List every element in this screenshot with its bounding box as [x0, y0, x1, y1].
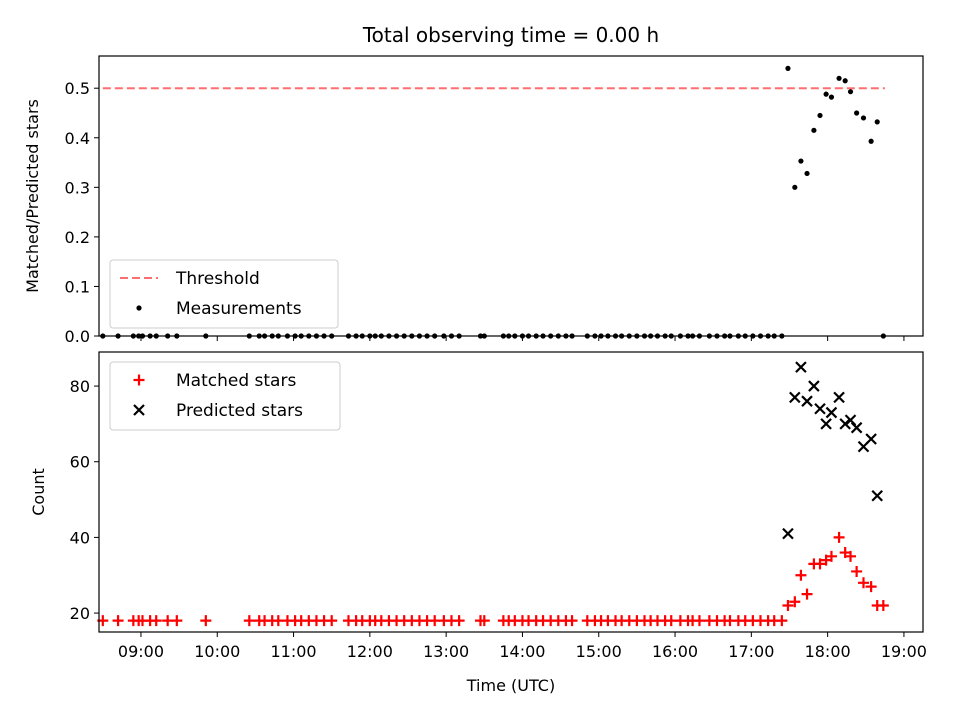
legend-swatch: [136, 305, 142, 311]
top-y-tick-label: 0.5: [65, 79, 90, 98]
top-y-axis-label: Matched/Predicted stars: [23, 99, 42, 293]
bottom-y-tick-label: 80: [70, 377, 90, 396]
bottom-data-point: [782, 600, 794, 612]
bottom-data-point: [833, 531, 845, 543]
x-tick-label: 11:00: [271, 642, 317, 661]
top-data-point: [811, 127, 817, 133]
bottom-y-tick-label: 40: [70, 528, 90, 547]
top-y-tick-label: 0.3: [65, 178, 90, 197]
legend-box: [109, 259, 339, 329]
x-tick-label: 17:00: [728, 642, 774, 661]
x-tick-label: 19:00: [881, 642, 927, 661]
top-legend: Threshold Measurements: [109, 259, 339, 329]
top-y-tick-label: 0.0: [65, 327, 90, 346]
x-tick-label: 10:00: [194, 642, 240, 661]
bottom-data-point: [871, 490, 883, 502]
bottom-data-point: [150, 615, 162, 627]
bottom-y-tick-label: 20: [70, 604, 90, 623]
series-matched-stars: [97, 531, 889, 627]
top-panel: 0.0 0.1 0.2 0.3 0.4 0.5 Matched/Predicted star…: [23, 55, 924, 346]
bottom-data-point: [795, 569, 807, 581]
x-tick-label: 14:00: [499, 642, 545, 661]
legend-swatch: [133, 374, 145, 386]
x-tick-label: 15:00: [576, 642, 622, 661]
x-tick-label: 18:00: [805, 642, 851, 661]
bottom-data-point: [112, 615, 124, 627]
top-data-point: [860, 115, 867, 121]
top-data-point: [874, 119, 880, 125]
legend-entry: Threshold: [175, 269, 260, 289]
bottom-data-point: [833, 391, 845, 404]
top-data-point: [817, 112, 823, 119]
bottom-data-point: [850, 421, 863, 434]
bottom-data-point: [814, 402, 826, 415]
bottom-data-point: [789, 391, 801, 404]
legend-box: [109, 361, 341, 431]
bottom-data-point: [200, 615, 212, 627]
bottom-axes-frame: [98, 351, 924, 633]
bottom-panel: 20 40 60 80 09:00 10:00 11:00 12:00 13:00 14:00 15…: [29, 351, 927, 661]
top-data-point: [792, 184, 798, 190]
bottom-data-point: [839, 418, 851, 430]
bottom-data-point: [845, 550, 857, 562]
top-data-point: [798, 158, 804, 164]
top-chart-title: Total observing time = 0.00 h: [362, 23, 659, 47]
bottom-y-tick-label: 60: [70, 453, 90, 472]
legend-entry: Predicted stars: [176, 401, 303, 421]
top-data-point: [785, 65, 791, 71]
top-data-point: [854, 110, 860, 116]
top-data-point: [804, 170, 810, 177]
bottom-data-point: [171, 615, 183, 627]
x-tick-label: 09:00: [118, 642, 164, 661]
bottom-data-point: [825, 406, 838, 419]
top-data-point: [868, 138, 874, 144]
bottom-data-point: [566, 615, 578, 627]
bottom-data-point: [857, 577, 869, 589]
top-data-point: [836, 75, 842, 81]
bottom-y-axis-label: Count: [29, 468, 48, 516]
bottom-data-point: [326, 615, 338, 627]
top-y-tick-label: 0.1: [65, 277, 90, 296]
bottom-data-point: [877, 600, 889, 612]
x-tick-label: 13:00: [423, 642, 469, 661]
series-predicted-stars: [782, 361, 883, 540]
bottom-data-point: [789, 596, 801, 608]
bottom-data-point: [814, 558, 826, 570]
bottom-legend: Matched stars Predicted stars: [109, 361, 341, 431]
bottom-data-point: [693, 615, 705, 627]
legend-entry: Matched stars: [176, 371, 296, 391]
top-y-tick-label: 0.4: [65, 129, 90, 148]
bottom-data-point: [865, 581, 877, 593]
bottom-data-point: [453, 615, 465, 627]
bottom-data-point: [795, 361, 807, 373]
bottom-data-point: [243, 615, 255, 627]
top-y-tick-label: 0.2: [65, 228, 90, 247]
legend-swatch: [133, 404, 145, 416]
legend-entry: Measurements: [176, 299, 302, 319]
x-axis-label: Time (UTC): [466, 676, 555, 695]
top-data-point: [828, 94, 835, 100]
bottom-data-point: [825, 550, 837, 562]
top-axes-frame: [98, 55, 924, 337]
top-data-point: [842, 78, 848, 84]
x-tick-label: 12:00: [347, 642, 393, 661]
bottom-data-point: [851, 565, 863, 577]
bottom-data-point: [820, 418, 832, 430]
top-data-point: [823, 91, 829, 97]
bottom-data-point: [782, 527, 794, 540]
top-data-point: [847, 89, 854, 95]
bottom-data-point: [478, 615, 490, 627]
bottom-data-point: [801, 588, 813, 600]
bottom-data-point: [801, 395, 813, 407]
x-tick-label: 16:00: [652, 642, 698, 661]
bottom-data-point: [776, 615, 788, 627]
bottom-data-point: [808, 380, 820, 392]
bottom-data-point: [865, 433, 877, 445]
